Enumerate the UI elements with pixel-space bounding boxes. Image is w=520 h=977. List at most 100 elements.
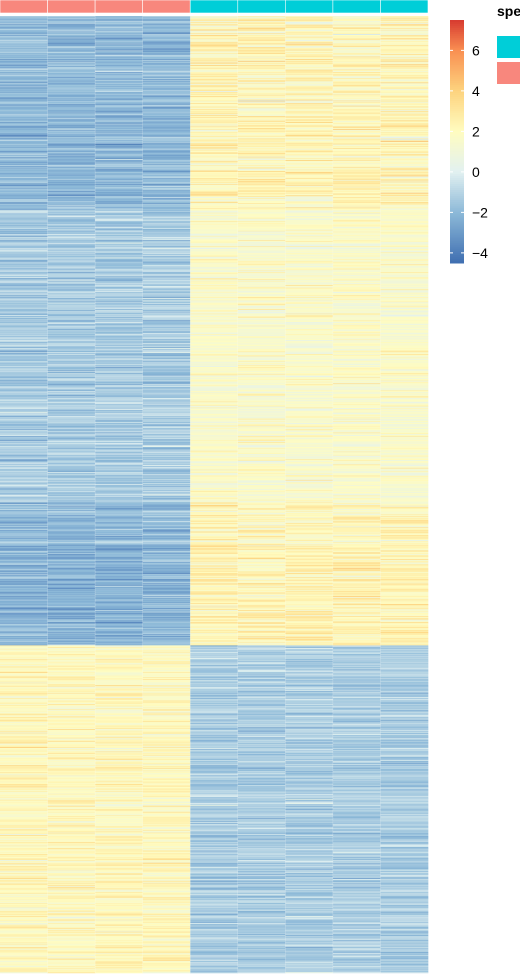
heatmap-cell [0, 198, 48, 200]
heatmap-cell [0, 385, 48, 387]
heatmap-cell [332, 217, 381, 219]
annotation-cell [0, 0, 48, 14]
heatmap-cell [285, 67, 334, 69]
heatmap-cell [0, 385, 48, 388]
heatmap-cell [237, 343, 286, 345]
heatmap-cell [332, 91, 381, 93]
heatmap-cell [285, 129, 334, 131]
heatmap-cell [237, 307, 286, 309]
heatmap-cell [142, 55, 191, 57]
heatmap-cell [95, 484, 143, 486]
heatmap-cell [0, 87, 48, 89]
heatmap-cell [332, 479, 381, 482]
heatmap-cell [332, 250, 381, 252]
heatmap-cell [285, 426, 334, 428]
heatmap-cell [380, 163, 429, 165]
heatmap-cell [190, 297, 239, 300]
heatmap-cell [142, 244, 191, 246]
heatmap-cell [190, 307, 239, 309]
heatmap-cell [190, 176, 239, 178]
heatmap-cell [95, 404, 143, 406]
heatmap-cell [47, 461, 96, 463]
heatmap-cell [47, 215, 96, 217]
heatmap-cell [237, 145, 286, 147]
heatmap-cell [0, 99, 48, 101]
heatmap-cell [95, 457, 143, 459]
heatmap-cell [142, 115, 191, 117]
heatmap-cell [0, 58, 48, 60]
heatmap-cell [47, 97, 96, 99]
heatmap-cell [47, 388, 96, 390]
heatmap-cell [95, 352, 143, 354]
heatmap-cell [237, 159, 286, 162]
heatmap-cell [190, 246, 239, 248]
annotation-cell [332, 0, 381, 14]
heatmap-cell [95, 51, 143, 53]
heatmap-cell [47, 279, 96, 281]
heatmap-cell [142, 304, 191, 306]
heatmap-cell [190, 467, 239, 469]
heatmap-cell [95, 178, 143, 181]
heatmap-cell [380, 34, 429, 36]
heatmap-cell [237, 423, 286, 425]
heatmap-cell [47, 356, 96, 358]
heatmap-cell [0, 191, 48, 193]
heatmap-cell [380, 116, 429, 119]
heatmap-cell [237, 228, 286, 230]
heatmap-cell [95, 68, 143, 70]
heatmap-cell [95, 218, 143, 220]
heatmap-cell [142, 93, 191, 95]
heatmap-cell [95, 332, 143, 334]
heatmap-cell [0, 447, 48, 449]
heatmap-cell [0, 449, 48, 451]
heatmap-cell [0, 23, 48, 25]
heatmap-cell [237, 167, 286, 169]
heatmap-cell [380, 70, 429, 72]
heatmap-cell [285, 151, 334, 153]
heatmap-cell [237, 93, 286, 95]
heatmap-cell [332, 478, 381, 481]
heatmap-cell [47, 86, 96, 88]
heatmap-cell [142, 382, 191, 384]
heatmap-cell [237, 469, 286, 471]
heatmap-cell [237, 466, 286, 468]
heatmap-cell [142, 337, 191, 339]
heatmap-cell [380, 230, 429, 232]
heatmap-cell [95, 38, 143, 40]
heatmap-cell [0, 164, 48, 166]
heatmap-cell [190, 184, 239, 187]
heatmap-cell [95, 72, 143, 74]
heatmap-cell [237, 200, 286, 202]
heatmap-cell [142, 253, 191, 255]
heatmap-cell [285, 350, 334, 352]
heatmap-cell [285, 20, 334, 22]
heatmap-cell [47, 133, 96, 135]
heatmap-cell [332, 341, 381, 343]
heatmap-cell [47, 89, 96, 91]
heatmap-cell [0, 65, 48, 67]
heatmap-cell [0, 168, 48, 170]
heatmap-cell [190, 224, 239, 226]
heatmap-cell [95, 370, 143, 372]
heatmap-cell [95, 39, 143, 41]
heatmap-cell [142, 192, 191, 194]
heatmap-cell [47, 427, 96, 429]
heatmap-cell [47, 66, 96, 69]
heatmap-cell [47, 309, 96, 312]
heatmap-cell [142, 180, 191, 182]
heatmap-cell [380, 105, 429, 107]
heatmap-cell [0, 378, 48, 380]
heatmap-cell [47, 213, 96, 215]
heatmap-cell [332, 386, 381, 388]
heatmap-cell [285, 180, 334, 182]
heatmap-cell [332, 487, 381, 489]
heatmap-cell [47, 113, 96, 115]
heatmap-cell [95, 451, 143, 453]
heatmap-cell [95, 285, 143, 288]
heatmap-cell [142, 218, 191, 220]
heatmap-cell [142, 89, 191, 91]
heatmap-cell [95, 356, 143, 358]
heatmap-cell [285, 297, 334, 300]
heatmap-cell [47, 192, 96, 194]
heatmap-cell [285, 257, 334, 259]
